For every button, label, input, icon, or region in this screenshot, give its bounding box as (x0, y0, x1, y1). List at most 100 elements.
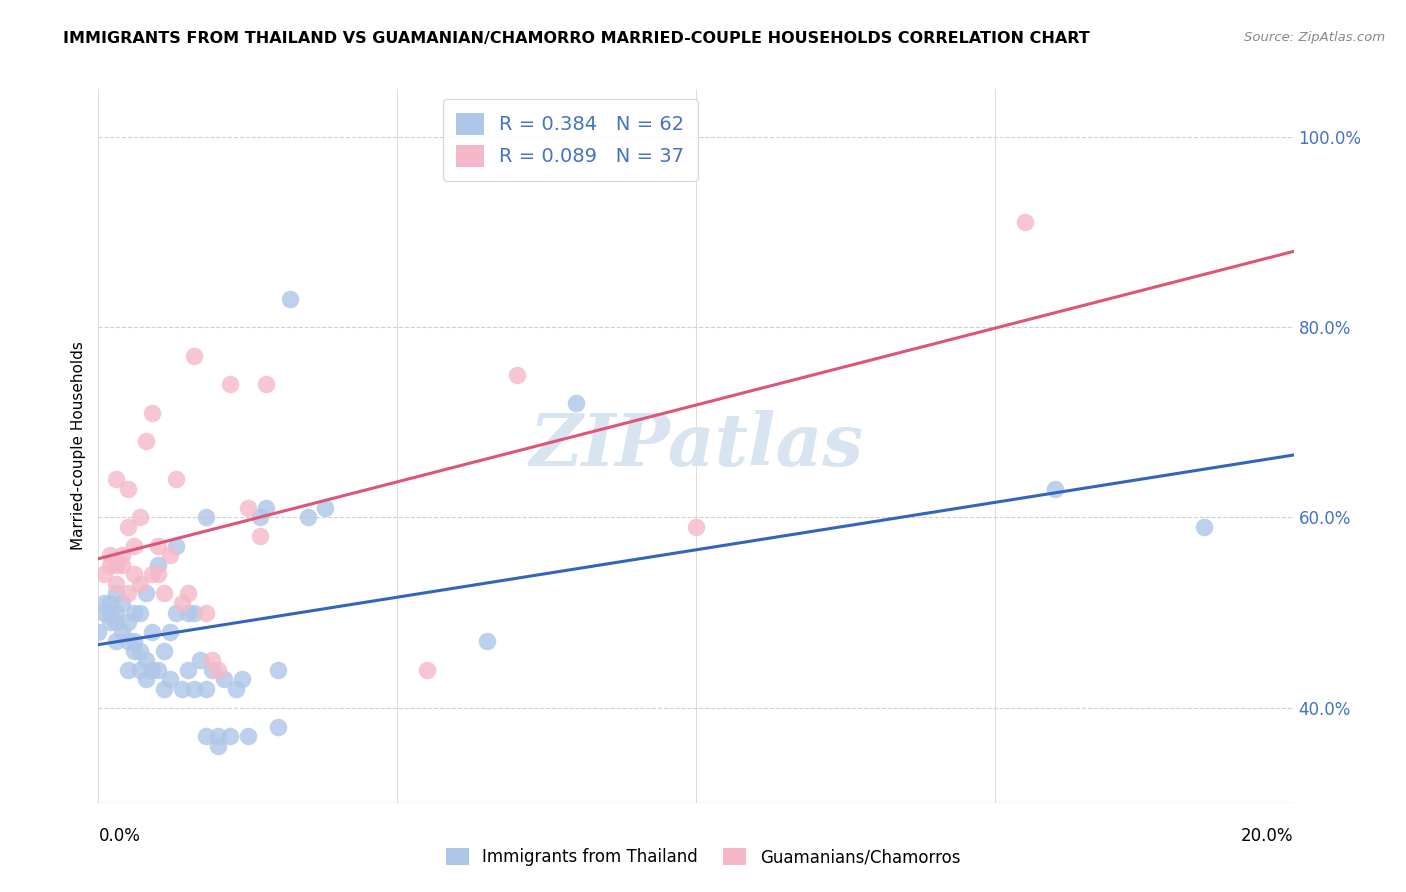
Point (188, 653, 211, 667)
Point (117, 663, 139, 677)
Point (254, 500, 277, 515)
Text: 20.0%: 20.0% (1241, 827, 1294, 845)
Point (195, 681, 218, 696)
Point (165, 539, 187, 553)
Point (135, 653, 157, 667)
Point (172, 681, 194, 696)
Point (98, 606, 122, 620)
Point (124, 539, 146, 553)
Point (135, 672, 157, 686)
Point (267, 663, 290, 677)
Point (153, 681, 176, 696)
Text: ZIPatlas: ZIPatlas (529, 410, 863, 482)
Point (105, 615, 128, 629)
Point (105, 586, 128, 600)
Point (129, 606, 152, 620)
Point (124, 606, 146, 620)
Point (201, 663, 224, 677)
Point (207, 729, 229, 743)
Point (207, 663, 229, 677)
Point (249, 529, 271, 543)
Point (98, 615, 122, 629)
Point (236, 729, 259, 743)
Y-axis label: Married-couple Households: Married-couple Households (72, 342, 87, 550)
Point (165, 606, 187, 620)
Point (159, 624, 181, 639)
Text: 0.0%: 0.0% (98, 827, 141, 845)
Point (201, 653, 224, 667)
Point (297, 510, 319, 524)
Point (475, 634, 498, 648)
Point (153, 643, 176, 657)
Point (105, 558, 128, 572)
Point (105, 577, 128, 591)
Point (172, 596, 194, 610)
Point (141, 567, 163, 582)
Point (148, 558, 170, 572)
Point (117, 482, 139, 496)
Point (148, 663, 170, 677)
Legend: R = 0.384   N = 62, R = 0.089   N = 37: R = 0.384 N = 62, R = 0.089 N = 37 (443, 99, 697, 181)
Point (506, 368, 529, 382)
Point (254, 377, 277, 392)
Point (225, 681, 247, 696)
Point (565, 396, 588, 410)
Point (148, 567, 170, 582)
Point (236, 500, 259, 515)
Point (315, 500, 337, 515)
Point (212, 672, 235, 686)
Point (278, 292, 301, 306)
Point (207, 739, 229, 753)
Point (165, 472, 187, 486)
Point (117, 634, 139, 648)
Point (93, 596, 115, 610)
Point (159, 672, 181, 686)
Point (117, 520, 139, 534)
Point (117, 586, 139, 600)
Point (105, 634, 128, 648)
Point (195, 510, 218, 524)
Point (93, 606, 115, 620)
Point (135, 434, 157, 449)
Legend: Immigrants from Thailand, Guamanians/Chamorros: Immigrants from Thailand, Guamanians/Cha… (439, 841, 967, 873)
Point (177, 586, 200, 600)
Point (105, 472, 128, 486)
Point (231, 672, 253, 686)
Point (195, 729, 218, 743)
Point (141, 624, 163, 639)
Point (141, 406, 163, 420)
Point (219, 729, 242, 743)
Point (111, 596, 134, 610)
Point (129, 577, 152, 591)
Point (117, 615, 139, 629)
Point (105, 606, 128, 620)
Point (98, 549, 122, 563)
Point (124, 643, 146, 657)
Point (416, 663, 439, 677)
Point (98, 558, 122, 572)
Point (111, 624, 134, 639)
Text: Source: ZipAtlas.com: Source: ZipAtlas.com (1244, 31, 1385, 45)
Point (1043, 482, 1066, 496)
Point (129, 510, 152, 524)
Point (183, 681, 205, 696)
Point (87, 624, 110, 639)
Point (249, 510, 271, 524)
Point (1192, 520, 1215, 534)
Point (124, 567, 146, 582)
Point (135, 586, 157, 600)
Point (1014, 215, 1036, 229)
Point (111, 558, 134, 572)
Text: IMMIGRANTS FROM THAILAND VS GUAMANIAN/CHAMORRO MARRIED-COUPLE HOUSEHOLDS CORRELA: IMMIGRANTS FROM THAILAND VS GUAMANIAN/CH… (63, 31, 1090, 46)
Point (267, 720, 290, 734)
Point (153, 586, 176, 600)
Point (111, 549, 134, 563)
Point (177, 606, 200, 620)
Point (177, 663, 200, 677)
Point (685, 520, 707, 534)
Point (195, 606, 218, 620)
Point (141, 663, 163, 677)
Point (98, 596, 122, 610)
Point (219, 377, 242, 392)
Point (129, 643, 152, 657)
